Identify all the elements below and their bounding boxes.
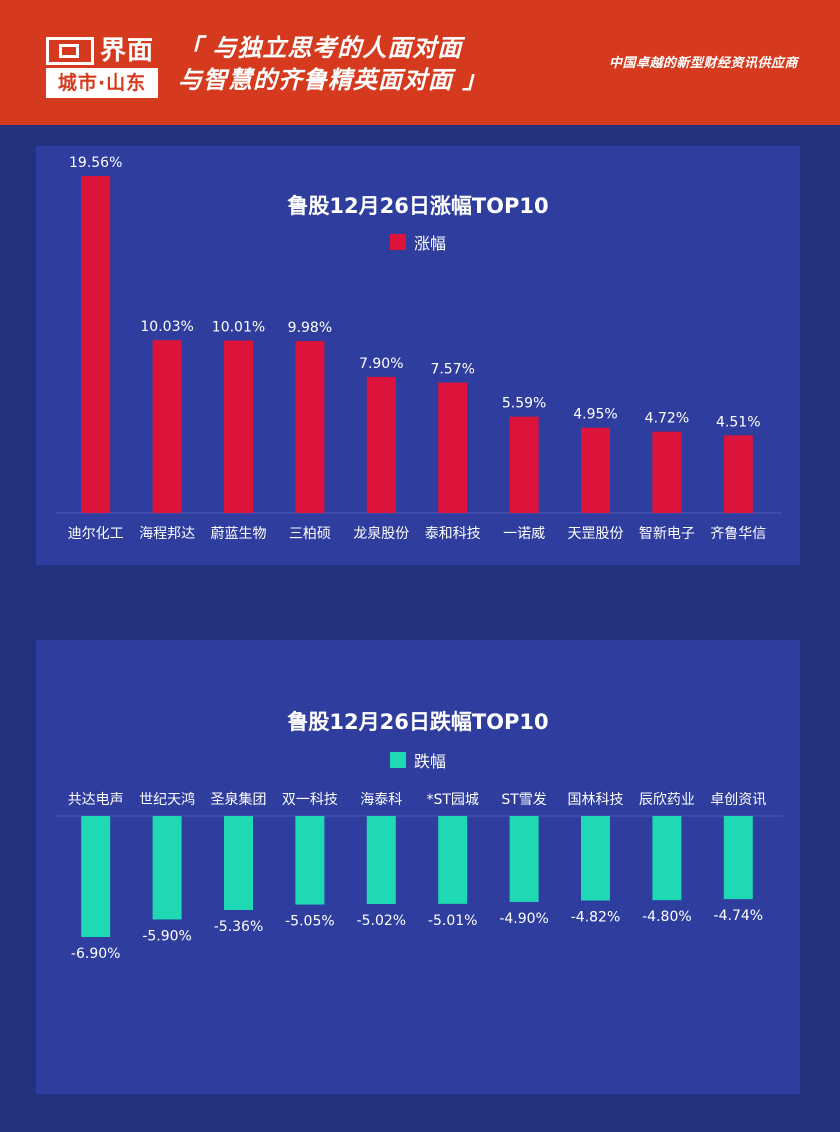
losers-legend: 跌幅 — [36, 748, 800, 772]
tagline: 中国卓越的新型财经资讯供应商 — [608, 56, 798, 71]
slogan-line-2: 与智慧的齐鲁精英面对面 」 — [178, 66, 488, 94]
gainers-bar — [366, 376, 396, 513]
gainers-value-label: 19.56% — [69, 155, 122, 171]
losers-category-label: 双一科技 — [282, 792, 338, 808]
losers-category-label: 圣泉集团 — [211, 791, 267, 808]
gainers-legend-label: 涨幅 — [413, 234, 446, 253]
losers-chart: -6.90% 共达电声 -5.90% 世纪天鸿 -5.36% 圣泉集团 -5.05% 双一科技… — [56, 791, 782, 962]
gainers-category-label: 泰和科技 — [425, 526, 481, 542]
losers-bar — [509, 816, 539, 902]
gainers-bar — [652, 431, 682, 513]
gainers-bar — [581, 427, 610, 513]
losers-bar — [295, 816, 325, 905]
gainers-value-label: 7.57% — [430, 362, 474, 378]
losers-value-label: -4.82% — [571, 910, 621, 926]
losers-category-label: 世纪天鸿 — [139, 791, 195, 808]
losers-value-label: -5.36% — [214, 919, 264, 935]
slogan-line-1: 「 与独立思考的人面对面 — [178, 34, 463, 62]
gainers-category-label: 一诺威 — [503, 526, 545, 542]
gainers-value-label: 7.90% — [359, 356, 403, 372]
losers-legend-label: 跌幅 — [413, 752, 446, 771]
losers-value-label: -5.02% — [357, 913, 407, 929]
gainers-bar — [438, 382, 468, 513]
gainers-bar — [509, 416, 539, 513]
gainers-bar — [295, 341, 325, 513]
gainers-bar — [81, 176, 111, 513]
losers-chart-title: 鲁股12月26日跌幅TOP10 — [287, 710, 549, 734]
losers-category-label: 国林科技 — [568, 792, 624, 808]
losers-value-label: -6.90% — [71, 946, 121, 962]
losers-category-label: 辰欣药业 — [639, 792, 695, 808]
gainers-category-label: 龙泉股份 — [353, 525, 409, 542]
losers-bar — [152, 816, 182, 920]
losers-legend-swatch — [389, 752, 406, 768]
losers-bar — [81, 816, 111, 937]
gainers-value-label: 4.72% — [645, 411, 689, 427]
losers-bar — [438, 816, 468, 904]
gainers-category-label: 蔚蓝生物 — [211, 526, 267, 542]
gainers-value-label: 10.01% — [212, 320, 265, 336]
losers-category-label: ST雪发 — [501, 792, 546, 808]
losers-bar — [581, 816, 610, 901]
gainers-legend-swatch — [389, 234, 406, 250]
jiemian-logo: 界面 — [46, 34, 154, 68]
losers-value-label: -4.74% — [714, 908, 764, 924]
gainers-bar — [224, 340, 253, 513]
gainers-value-label: 10.03% — [140, 319, 193, 335]
gainers-legend: 涨幅 — [36, 230, 800, 254]
gainers-value-label: 5.59% — [502, 396, 546, 412]
losers-value-label: -5.90% — [142, 928, 192, 944]
losers-chart-panel: -6.90% 共达电声 -5.90% 世纪天鸿 -5.36% 圣泉集团 -5.05% 双一科技… — [36, 640, 800, 1094]
losers-value-label: -4.90% — [499, 911, 549, 927]
gainers-chart: 19.56% 迪尔化工 10.03% 海程邦达 10.01% 蔚蓝生物 9.98% 三柏硕 7.… — [56, 155, 782, 542]
gainers-chart-title: 鲁股12月26日涨幅TOP10 — [287, 194, 549, 218]
gainers-category-label: 天罡股份 — [568, 526, 624, 542]
gainers-value-label: 4.51% — [716, 414, 760, 430]
logo-icon — [46, 37, 94, 65]
losers-value-label: -5.01% — [428, 913, 478, 929]
slogan: 「 与独立思考的人面对面 与智慧的齐鲁精英面对面 」 — [178, 32, 487, 96]
gainers-chart-panel: 19.56% 迪尔化工 10.03% 海程邦达 10.01% 蔚蓝生物 9.98% 三柏硕 7.… — [36, 146, 800, 565]
logo-city-badge: 城市·山东 — [46, 68, 158, 98]
gainers-value-label: 4.95% — [573, 407, 617, 423]
gainers-category-label: 三柏硕 — [289, 526, 331, 542]
losers-value-label: -4.80% — [642, 909, 692, 925]
gainers-category-label: 智新电子 — [639, 526, 695, 542]
losers-bar — [652, 816, 682, 901]
header-banner: 界面 城市·山东 「 与独立思考的人面对面 与智慧的齐鲁精英面对面 」 中国卓越… — [0, 0, 840, 125]
losers-category-label: 卓创资讯 — [710, 792, 766, 808]
gainers-value-label: 9.98% — [288, 320, 332, 336]
losers-category-label: *ST园城 — [426, 792, 478, 808]
losers-category-label: 共达电声 — [68, 792, 124, 808]
losers-category-label: 海泰科 — [360, 792, 402, 808]
losers-bar — [366, 816, 396, 905]
gainers-category-label: 迪尔化工 — [68, 526, 124, 542]
losers-bar — [723, 816, 753, 900]
gainers-bar — [723, 435, 753, 513]
losers-value-label: -5.05% — [285, 914, 335, 930]
gainers-category-label: 海程邦达 — [139, 526, 195, 542]
gainers-category-label: 齐鲁华信 — [710, 526, 766, 542]
gainers-bar — [152, 340, 182, 513]
logo-name: 界面 — [100, 36, 155, 66]
losers-bar — [224, 816, 253, 910]
